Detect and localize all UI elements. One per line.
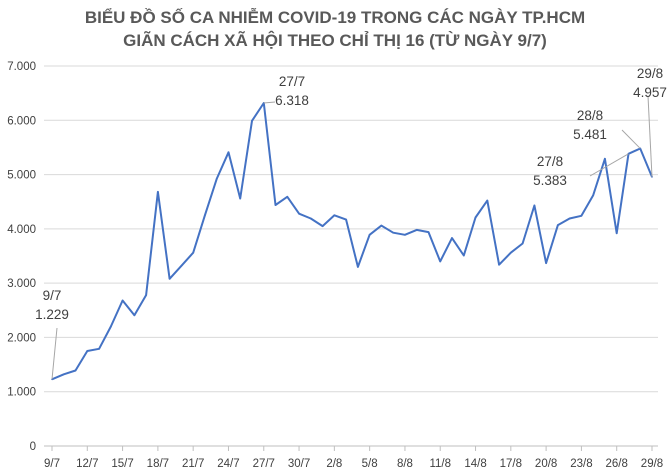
- data-point: [592, 194, 594, 196]
- data-point: [380, 224, 383, 227]
- x-tick-label: 17/8: [500, 458, 522, 470]
- data-point: [486, 199, 489, 202]
- x-tick-label: 30/7: [288, 458, 310, 470]
- data-point: [462, 254, 465, 257]
- x-tick-label: 11/8: [429, 458, 451, 470]
- data-point: [74, 369, 77, 372]
- y-tick-label: 1.000: [7, 387, 36, 399]
- data-point: [474, 216, 477, 219]
- annotation-leader-line: [51, 327, 58, 380]
- data-point: [521, 242, 524, 245]
- data-point: [86, 350, 89, 352]
- data-point: [98, 348, 100, 350]
- x-tick-label: 20/8: [535, 458, 557, 470]
- data-point: [180, 264, 183, 267]
- data-point: [298, 212, 300, 215]
- data-point: [333, 214, 336, 217]
- data-point: [533, 204, 536, 207]
- x-tick-label: 9/7: [44, 458, 60, 470]
- annotation-date: 9/7: [43, 288, 62, 303]
- x-tick-label: 12/7: [76, 458, 98, 470]
- data-point: [615, 232, 618, 234]
- x-tick-label: 23/8: [570, 458, 592, 470]
- y-tick-label: 6.000: [7, 115, 36, 127]
- x-tick-label: 14/8: [464, 458, 486, 470]
- x-tick-label: 26/8: [606, 458, 628, 470]
- x-tick-label: 29/8: [641, 458, 663, 470]
- x-tick-label: 5/8: [362, 458, 378, 470]
- data-point: [168, 278, 171, 280]
- y-tick-label: 4.000: [7, 224, 36, 236]
- annotation-leader-line: [647, 95, 653, 177]
- data-point: [427, 231, 430, 233]
- data-point: [251, 120, 253, 122]
- data-point: [227, 151, 230, 154]
- annotation-value: 4.957: [633, 85, 667, 100]
- data-point: [368, 234, 371, 236]
- y-tick-label: 2.000: [7, 332, 36, 344]
- data-point: [310, 217, 312, 220]
- x-tick-label: 24/7: [217, 458, 239, 470]
- annotation-value: 5.481: [573, 127, 607, 142]
- annotation-leader-line: [589, 153, 629, 177]
- annotation-leader-line: [263, 101, 276, 104]
- data-point: [62, 373, 65, 376]
- data-point: [204, 214, 206, 217]
- data-point: [604, 158, 606, 160]
- annotation-date: 29/8: [637, 66, 663, 81]
- data-point: [357, 266, 359, 268]
- data-point: [121, 299, 124, 302]
- data-point: [392, 231, 394, 234]
- x-tick-label: 2/8: [326, 458, 342, 470]
- series-line: [51, 102, 653, 381]
- y-tick-label: 7.000: [7, 61, 36, 73]
- data-point: [404, 234, 406, 236]
- data-point: [557, 224, 559, 226]
- y-tick-label: 0: [30, 441, 36, 453]
- annotation-date: 27/7: [279, 74, 305, 89]
- annotation-value: 1.229: [35, 307, 69, 322]
- chart-title-line-2: GIÃN CÁCH XÃ HỘI THEO CHỈ THỊ 16 (TỪ NGÀ…: [123, 31, 547, 50]
- data-point: [415, 229, 418, 231]
- data-point: [510, 251, 512, 254]
- data-point: [157, 191, 159, 193]
- data-point: [321, 225, 324, 227]
- data-point: [580, 215, 583, 217]
- data-point: [345, 218, 347, 221]
- data-point: [568, 217, 571, 220]
- data-point: [274, 204, 277, 206]
- annotation-date: 27/8: [537, 154, 563, 169]
- annotation-value: 6.318: [275, 93, 309, 108]
- x-tick-label: 27/7: [253, 458, 275, 470]
- data-point: [439, 260, 442, 263]
- data-point: [192, 251, 194, 254]
- annotation-value: 5.383: [533, 173, 567, 188]
- x-tick-label: 18/7: [147, 458, 169, 470]
- data-point: [451, 237, 453, 239]
- x-tick-label: 15/7: [111, 458, 133, 470]
- data-point: [110, 325, 112, 328]
- chart-title: BIỂU ĐỒ SỐ CA NHIỄM COVID-19 TRONG CÁC N…: [0, 6, 670, 52]
- data-point: [286, 196, 289, 198]
- data-point: [239, 197, 242, 200]
- y-tick-label: 3.000: [7, 278, 36, 290]
- data-point: [498, 263, 500, 266]
- chart-title-line-1: BIỂU ĐỒ SỐ CA NHIỄM COVID-19 TRONG CÁC N…: [84, 8, 586, 27]
- data-point: [215, 178, 218, 180]
- x-tick-label: 8/8: [397, 458, 413, 470]
- annotation-leader-line: [621, 129, 641, 149]
- data-point: [133, 314, 136, 316]
- data-point: [545, 262, 547, 264]
- annotation-date: 28/8: [577, 108, 603, 123]
- x-tick-label: 21/7: [182, 458, 204, 470]
- data-point: [145, 294, 147, 296]
- y-tick-label: 5.000: [7, 170, 36, 182]
